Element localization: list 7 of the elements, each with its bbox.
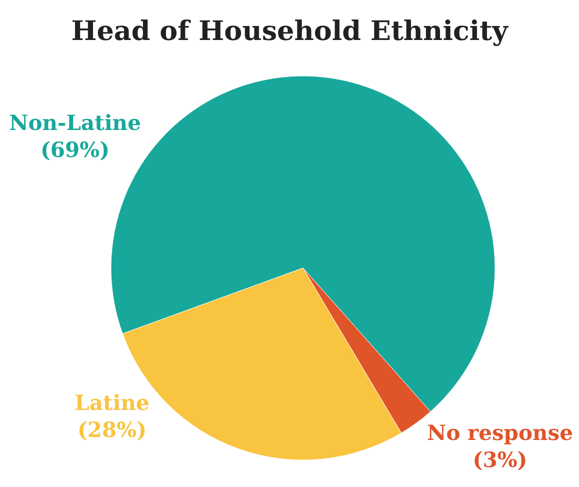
- slice-label: Latine: [74, 390, 150, 415]
- slice-label: Non-Latine: [9, 110, 141, 135]
- data-label: (28%): [77, 417, 147, 442]
- data-label: (69%): [40, 137, 110, 162]
- chart-title: Head of Household Ethnicity: [71, 16, 510, 47]
- data-label: (3%): [472, 447, 528, 472]
- slice-label: No response: [427, 420, 573, 445]
